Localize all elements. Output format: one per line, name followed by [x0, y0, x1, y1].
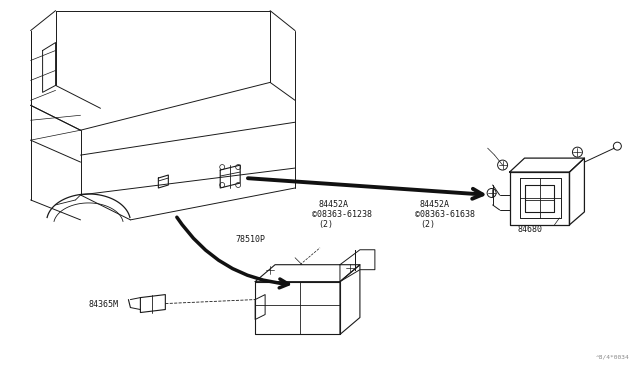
Text: ©08363-61638: ©08363-61638 — [415, 210, 475, 219]
Text: 84452A: 84452A — [420, 200, 450, 209]
Text: 84452A: 84452A — [318, 200, 348, 209]
Text: 84365M: 84365M — [88, 299, 118, 309]
Text: ^8/4*0034: ^8/4*0034 — [596, 355, 629, 359]
Text: (2): (2) — [318, 220, 333, 229]
Text: ©08363-61238: ©08363-61238 — [312, 210, 372, 219]
Text: 78510P: 78510P — [235, 235, 265, 244]
Text: (2): (2) — [420, 220, 435, 229]
Text: 84680: 84680 — [518, 225, 543, 234]
